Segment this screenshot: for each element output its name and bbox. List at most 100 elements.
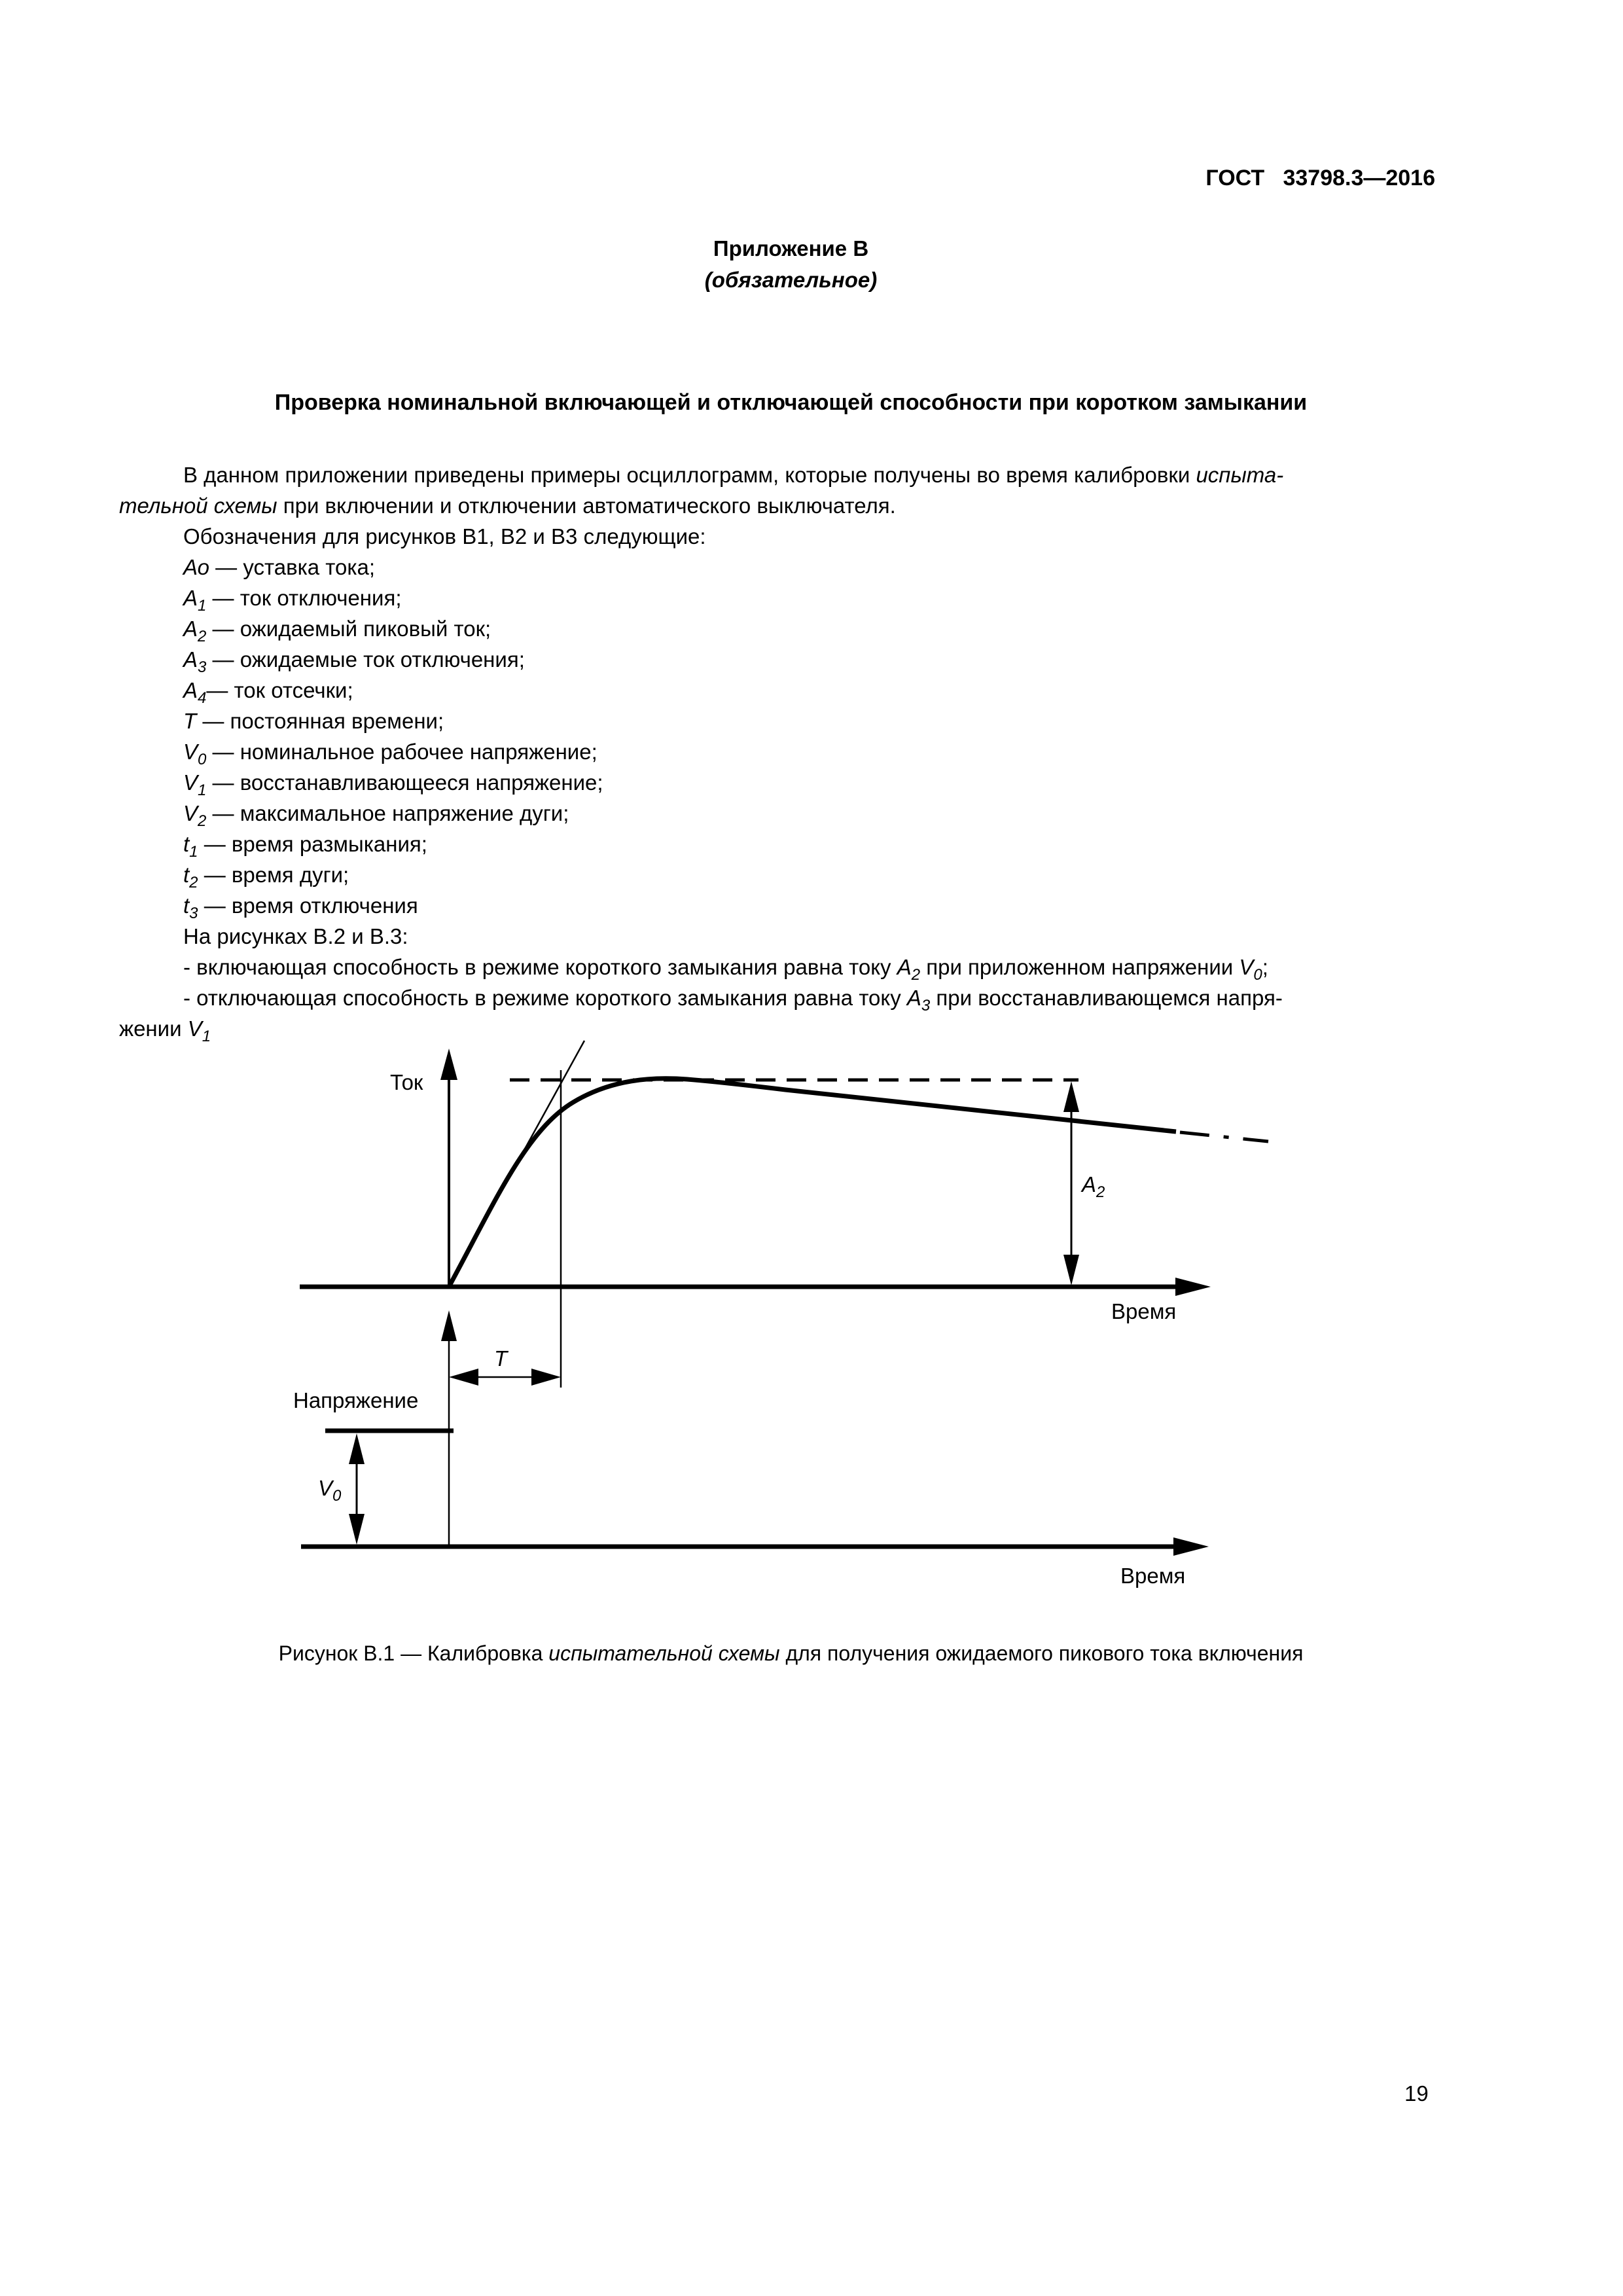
section-heading: Проверка номинальной включающей и отключ… [274,390,1308,415]
current-curve-extension [1179,1130,1269,1143]
current-y-axis-arrowhead [440,1049,457,1080]
text-span: жении [119,1016,188,1041]
body-line: t1 — время размыкания; [119,829,1500,861]
page-header-standard-number: ГОСТ 33798.3—2016 [1205,166,1435,190]
text-span: ; [1262,955,1268,979]
text-span: А [897,955,912,979]
text-span: — номинальное рабочее напряжение; [206,740,597,764]
text-span: V [183,770,198,795]
body-line: А4— ток отсечки; [119,675,1500,707]
text-span: испыта- [1196,463,1284,487]
body-line: - включающая способность в режиме коротк… [119,952,1500,984]
body-line: Т — постоянная времени; [119,706,1500,736]
text-span: — постоянная времени; [196,709,444,733]
body-line: V0 — номинальное рабочее напряжение; [119,736,1500,768]
text-span: при восстанавливающемся напря- [930,986,1283,1010]
text-span: 3 [189,905,198,922]
text-span: 1 [198,781,207,799]
text-span: — ток отсечки; [206,678,353,702]
text-span: А [183,586,198,610]
text-span: t [183,832,190,856]
text-span: 3 [921,997,931,1014]
voltage-time-axis-arrowhead [1173,1537,1209,1556]
text-span: 2 [198,628,207,645]
body-line: тельной схемы при включении и отключении… [119,490,1500,521]
current-axis-label: Ток [390,1070,423,1094]
body-line: А3 — ожидаемые ток отключения; [119,644,1500,676]
text-span: 1 [198,597,207,615]
text-span: — ожидаемый пиковый ток; [206,617,491,641]
body-line: V2 — максимальное напряжение дуги; [119,798,1500,830]
body-line: А1 — ток отключения; [119,583,1500,615]
voltage-axis-label: Напряжение [293,1388,419,1412]
text-span: — ожидаемые ток отключения; [206,647,525,672]
text-span: В данном приложении приведены примеры ос… [183,463,1196,487]
text-span: 2 [189,874,198,891]
text-span: для получения ожидаемого пикового тока в… [779,1641,1304,1665]
text-span: — ток отключения; [206,586,402,610]
text-span: 1 [189,843,198,861]
text-span: Ао [183,555,209,579]
body-line: В данном приложении приведены примеры ос… [119,459,1500,490]
closing-instant-arrowhead [441,1310,457,1341]
rated-voltage-label: V0 [318,1476,342,1505]
text-span: Рисунок В.1 — Калибровка [278,1641,549,1665]
text-span: А [906,986,921,1010]
text-span: V [183,801,198,825]
body-line: Обозначения для рисунков В1, В2 и В3 сле… [119,521,1500,552]
text-span: — время дуги; [198,863,349,887]
text-span: V [183,740,198,764]
text-span: - отключающая способность в режиме корот… [183,986,907,1010]
appendix-subtitle: (обязательное) [704,268,878,292]
body-line: Ао — уставка тока; [119,552,1500,583]
body-line: - отключающая способность в режиме корот… [119,982,1500,1014]
text-span: — уставка тока; [209,555,376,579]
text-span: V [187,1016,202,1041]
figure-caption: Рисунок В.1 — Калибровка испытательной с… [119,1641,1463,1666]
figure-b1-diagram [300,1040,1269,1556]
current-time-axis-arrowhead [1175,1278,1211,1296]
page-number: 19 [1404,2081,1429,2106]
text-span: при включении и отключении автоматическо… [277,493,896,518]
text-span: при приложенном напряжении [920,955,1240,979]
body-line: V1 — восстанавливающееся напряжение; [119,767,1500,799]
time-axis-label-bottom: Время [1120,1564,1186,1588]
text-span: — максимальное напряжение дуги; [206,801,569,825]
text-span: А [183,617,198,641]
text-span: 2 [198,812,207,830]
text-span: На рисунках В.2 и В.3: [183,924,408,948]
body-line: А2 — ожидаемый пиковый ток; [119,613,1500,645]
v0-arrowhead-bottom [349,1514,365,1545]
appendix-block: Приложение В (обязательное) [119,233,1463,296]
text-span: тельной схемы [119,493,277,518]
text-span: 3 [198,658,207,676]
text-span: испытательной схемы [548,1641,780,1665]
peak-current-label: А2 [1082,1172,1105,1201]
current-curve [446,1076,1177,1288]
appendix-title: Приложение В [713,236,869,260]
body-line: жении V1 [119,1013,1500,1045]
text-span: - включающая способность в режиме коротк… [183,955,897,979]
text-span: 1 [202,1028,211,1045]
text-span: Т [183,709,197,733]
text-span: Обозначения для рисунков В1, В2 и В3 сле… [183,524,706,548]
time-constant-label: T [494,1346,508,1371]
text-span: 4 [198,689,207,707]
t-arrowhead-right [531,1369,561,1386]
text-span: — время размыкания; [198,832,427,856]
text-span: t [183,893,190,918]
t-arrowhead-left [449,1369,478,1386]
text-span: А [183,647,198,672]
body-line: t2 — время дуги; [119,859,1500,891]
text-span: 0 [1253,966,1262,984]
text-span: t [183,863,190,887]
a2-arrowhead-bottom [1063,1255,1079,1285]
body-line: На рисунках В.2 и В.3: [119,921,1500,952]
text-span: V [1239,955,1254,979]
text-span: 2 [911,966,921,984]
text-span: — восстанавливающееся напряжение; [206,770,603,795]
text-span: А [183,678,198,702]
a2-arrowhead-top [1063,1081,1079,1112]
time-axis-label-top: Время [1111,1299,1177,1323]
